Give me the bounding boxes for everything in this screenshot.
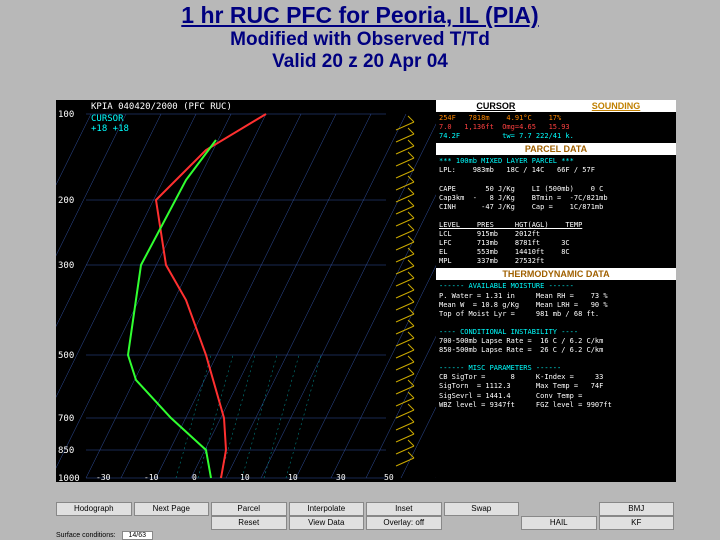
btn-inset[interactable]: Inset <box>366 502 442 516</box>
cursor-line1: +18 +18 <box>91 124 129 134</box>
btn-overlay-off[interactable]: Overlay: off <box>366 516 442 530</box>
cursor-label: CURSOR <box>91 114 129 124</box>
svg-text:0: 0 <box>192 473 197 482</box>
btn-kf[interactable]: KF <box>599 516 675 530</box>
skewt-panel: 100 200 300 500 700 850 1000 -30 -10 0 10 10 30 50 K… <box>56 100 436 482</box>
btn-parcel[interactable]: Parcel <box>211 502 287 516</box>
cursor-hdr: CURSOR <box>437 101 555 111</box>
sounding-hdr: SOUNDING <box>557 101 675 111</box>
parcel-body: *** 100mb MIXED LAYER PARCEL ***LPL: 983… <box>436 155 676 268</box>
svg-text:-10: -10 <box>144 473 159 482</box>
svg-text:50: 50 <box>384 473 394 482</box>
skewt-svg: 100 200 300 500 700 850 1000 -30 -10 0 10 10 30 50 <box>56 100 436 482</box>
btn-hodograph[interactable]: Hodograph <box>56 502 132 516</box>
btn-swap[interactable]: Swap <box>444 502 520 516</box>
svg-text:1000: 1000 <box>58 474 80 482</box>
svg-text:10: 10 <box>288 473 298 482</box>
sfc-value[interactable]: 14/63 <box>122 531 154 540</box>
svg-text:500: 500 <box>58 351 74 361</box>
btn-view-data[interactable]: View Data <box>289 516 365 530</box>
button-row-1: HodographNext PageParcelInterpolateInset… <box>56 502 676 516</box>
sounding-lines: 254F 7818m 4.91°C 17%7.0 1,136ft Omg=4.6… <box>436 112 676 143</box>
btn-hail[interactable]: HAIL <box>521 516 597 530</box>
svg-text:30: 30 <box>336 473 346 482</box>
plot-area: 100 200 300 500 700 850 1000 -30 -10 0 10 10 30 50 K… <box>56 100 676 482</box>
title-sub1: Modified with Observed T/Td <box>0 29 720 51</box>
btn-reset[interactable]: Reset <box>211 516 287 530</box>
thermo-header: THERMODYNAMIC DATA <box>436 268 676 280</box>
btn-next-page[interactable]: Next Page <box>134 502 210 516</box>
svg-text:10: 10 <box>240 473 250 482</box>
sounding-header: CURSOR SOUNDING <box>436 100 676 112</box>
cursor-readout: CURSOR +18 +18 <box>91 114 129 134</box>
svg-text:850: 850 <box>58 446 74 456</box>
skewt-header: KPIA 040420/2000 (PFC RUC) <box>91 102 232 112</box>
button-row-2: ResetView DataOverlay: off HAILKF <box>56 516 676 530</box>
btn-interpolate[interactable]: Interpolate <box>289 502 365 516</box>
svg-text:-30: -30 <box>96 473 111 482</box>
btn-bmj[interactable]: BMJ <box>599 502 675 516</box>
title-main: 1 hr RUC PFC for Peoria, IL (PIA) <box>0 2 720 29</box>
svg-text:100: 100 <box>58 110 74 120</box>
svg-text:700: 700 <box>58 414 74 424</box>
svg-text:300: 300 <box>58 261 74 271</box>
sfc-label: Surface conditions: <box>56 532 116 539</box>
data-panel: CURSOR SOUNDING 254F 7818m 4.91°C 17%7.0… <box>436 100 676 482</box>
surface-conditions: Surface conditions: 14/63 <box>56 531 153 540</box>
page-root: 1 hr RUC PFC for Peoria, IL (PIA) Modifi… <box>0 0 720 540</box>
thermo-body: ------ AVAILABLE MOISTURE ------P. Water… <box>436 280 676 411</box>
parcel-header: PARCEL DATA <box>436 143 676 155</box>
svg-text:200: 200 <box>58 196 74 206</box>
title-sub2: Valid 20 z 20 Apr 04 <box>0 51 720 73</box>
title-block: 1 hr RUC PFC for Peoria, IL (PIA) Modifi… <box>0 0 720 73</box>
